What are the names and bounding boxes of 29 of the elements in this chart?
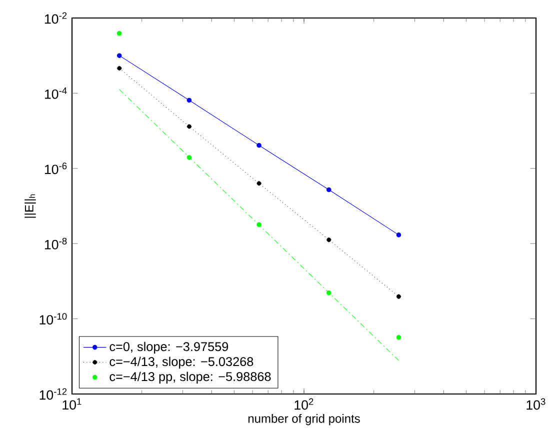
point xyxy=(186,124,192,129)
point xyxy=(396,232,402,238)
point xyxy=(256,222,262,227)
y-tick-label: 10$^{-12}$ xyxy=(40,388,67,400)
point xyxy=(186,98,192,103)
point xyxy=(326,290,332,296)
point xyxy=(186,155,192,160)
y-tick-label: 10$^{-10}$ xyxy=(40,313,67,325)
point xyxy=(256,180,262,186)
point xyxy=(396,334,402,340)
legend-label: c=−4/13 pp, slope: −5.98868 xyxy=(110,372,271,384)
point xyxy=(326,187,332,192)
legend-label: c=0, slope: −3.97559 xyxy=(110,342,228,354)
x-tick-label: 10$^{1}$ xyxy=(62,398,82,410)
y-tick-label: 10$^{-6}$ xyxy=(44,162,67,174)
point xyxy=(116,30,122,36)
y-tick-label: 10$^{-4}$ xyxy=(44,88,67,99)
point xyxy=(396,294,402,299)
x-axis-title: number of grid points xyxy=(248,414,360,426)
point xyxy=(326,237,332,242)
point xyxy=(116,53,122,58)
legend-label: c=−4/13, slope: −5.03268 xyxy=(110,356,254,369)
x-tick-label: 10$^{2}$ xyxy=(294,398,314,410)
point xyxy=(116,66,122,71)
point xyxy=(256,142,262,148)
y-axis-title: ||E||$_{h}$ xyxy=(24,194,36,218)
y-tick-label: 10$^{-2}$ xyxy=(44,12,67,24)
y-tick-label: 10$^{-8}$ xyxy=(44,238,67,250)
x-tick-label: 10$^{3}$ xyxy=(526,398,546,410)
